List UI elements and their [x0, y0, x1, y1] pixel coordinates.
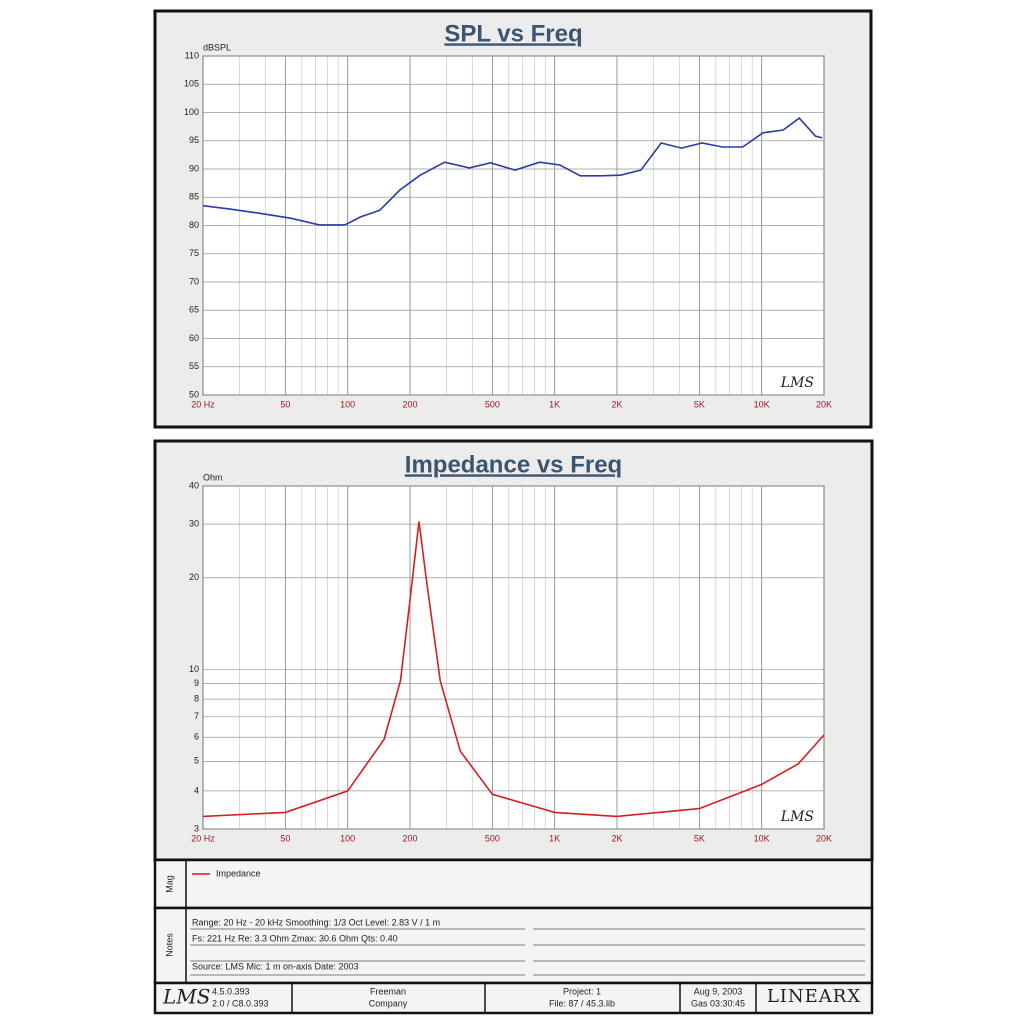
x-tick-label: 50 — [280, 833, 290, 843]
y-tick-label: 8 — [194, 693, 199, 703]
y-tick-label: 9 — [194, 678, 199, 688]
x-tick-label: 20K — [816, 399, 832, 409]
y-tick-label: 3 — [194, 823, 199, 833]
y-tick-label: 85 — [189, 192, 199, 202]
y-tick-label: 100 — [184, 107, 199, 117]
note-line: Fs: 221 Hz Re: 3.3 Ohm Zmax: 30.6 Ohm Qt… — [192, 933, 398, 943]
y-tick-label: 4 — [194, 785, 199, 795]
x-tick-label: 5K — [694, 399, 705, 409]
footer-logo: LMS — [162, 985, 210, 1009]
footer-company: Freeman — [370, 986, 406, 996]
x-tick-label: 100 — [340, 399, 355, 409]
watermark: LMS — [780, 809, 814, 825]
legend-label: Impedance — [216, 868, 261, 878]
x-tick-label: 2K — [611, 399, 622, 409]
y-tick-label: 80 — [189, 220, 199, 230]
x-tick-label: 10K — [754, 399, 770, 409]
y-tick-label: 60 — [189, 333, 199, 343]
footer-file: File: 87 / 45.3.lib — [549, 998, 615, 1008]
x-tick-label: 500 — [485, 399, 500, 409]
data-line — [202, 117, 823, 226]
y-tick-label: 10 — [189, 664, 199, 674]
legend-panel — [153, 858, 874, 910]
x-tick-label: 20 Hz — [191, 833, 215, 843]
notes-panel — [153, 906, 874, 985]
x-tick-label: 500 — [485, 833, 500, 843]
plot-area — [202, 485, 825, 830]
watermark: LMS — [780, 375, 814, 391]
x-tick-label: 2K — [611, 833, 622, 843]
panel-label: Mag — [164, 875, 174, 893]
y-tick-label: 6 — [194, 732, 199, 742]
x-tick-label: 5K — [694, 833, 705, 843]
y-tick-label: 20 — [189, 572, 199, 582]
footer-time: Gas 03:30:45 — [691, 998, 745, 1008]
y-tick-label: 7 — [194, 711, 199, 721]
note-line: Source: LMS Mic: 1 m on-axis Date: 2003 — [192, 961, 359, 971]
x-tick-label: 1K — [549, 399, 560, 409]
x-tick-label: 200 — [402, 833, 417, 843]
y-unit: Ohm — [203, 472, 223, 482]
x-tick-label: 20 Hz — [191, 399, 215, 409]
x-tick-label: 100 — [340, 833, 355, 843]
y-tick-label: 70 — [189, 276, 199, 286]
y-tick-label: 105 — [184, 79, 199, 89]
data-line — [202, 521, 825, 818]
x-tick-label: 10K — [754, 833, 770, 843]
note-line: Range: 20 Hz - 20 kHz Smoothing: 1/3 Oct… — [192, 917, 440, 927]
y-unit: dBSPL — [203, 42, 231, 52]
y-tick-label: 40 — [189, 480, 199, 490]
footer-project: Project: 1 — [563, 986, 601, 996]
footer-date: Aug 9, 2003 — [694, 986, 743, 996]
footer-brand: LINEARX — [767, 986, 861, 1007]
chart-title: SPL vs Freq — [444, 20, 582, 47]
chart-title: Impedance vs Freq — [405, 451, 622, 478]
footer-dividers — [291, 983, 757, 1013]
y-tick-label: 55 — [189, 361, 199, 371]
x-tick-label: 1K — [549, 833, 560, 843]
y-tick-label: 30 — [189, 518, 199, 528]
y-tick-label: 5 — [194, 756, 199, 766]
x-tick-label: 50 — [280, 399, 290, 409]
y-tick-label: 110 — [185, 50, 199, 60]
y-tick-label: 50 — [189, 389, 199, 399]
footer-version: 4.5.0.393 — [212, 986, 250, 996]
footer-company: Company — [369, 998, 408, 1008]
footer — [153, 981, 874, 1015]
y-tick-label: 65 — [189, 305, 199, 315]
panel-label: Notes — [164, 933, 174, 957]
footer-build: 2.0 / C8.0.393 — [212, 998, 269, 1008]
x-tick-label: 20K — [816, 833, 832, 843]
x-tick-label: 200 — [402, 399, 417, 409]
y-tick-label: 95 — [189, 135, 199, 145]
y-tick-label: 75 — [189, 248, 199, 258]
y-tick-label: 90 — [189, 163, 199, 173]
note-rules — [190, 928, 865, 976]
